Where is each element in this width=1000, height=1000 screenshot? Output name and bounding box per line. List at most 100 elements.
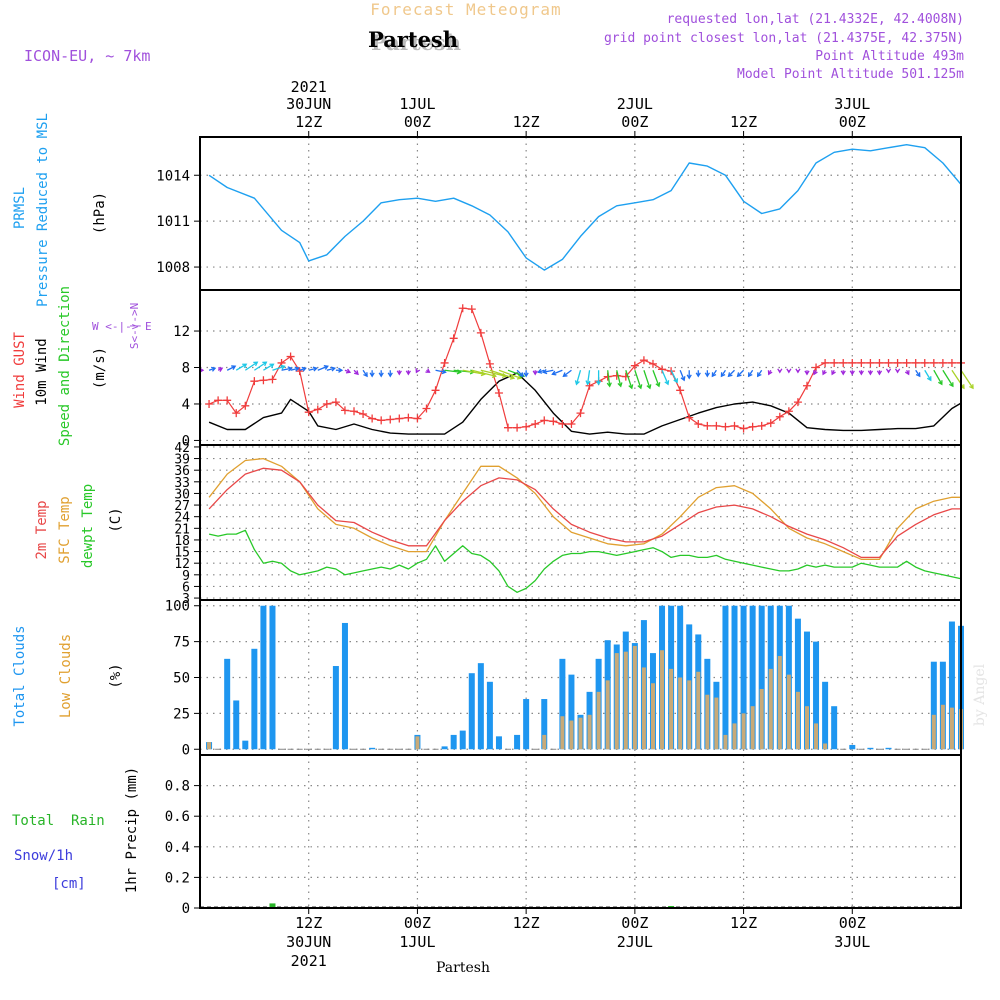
wind-10m-line [208, 372, 962, 435]
wind-gust-marker [848, 358, 857, 367]
low-cloud-bar [678, 677, 683, 750]
wind-arrow [625, 370, 633, 389]
y-tick-label: 39 [174, 453, 190, 468]
total-cloud-bar [948, 621, 955, 750]
bottom-hour-label: 00Z [404, 914, 431, 932]
total-cloud-bar [251, 648, 258, 750]
low-cloud-bar [578, 717, 583, 750]
wind-gust-marker [766, 419, 775, 428]
wind-gust-marker [712, 421, 721, 430]
temp-unit-label: (C) [108, 507, 124, 532]
wind-gust-marker [350, 407, 359, 416]
y-tick-label: 9 [182, 569, 190, 584]
y-tick-label: 18 [174, 534, 190, 549]
wind-gust-marker [377, 416, 386, 425]
wind-arrow-head [218, 367, 224, 372]
total-cloud-bar [722, 605, 729, 750]
low-cloud-bar [650, 683, 655, 750]
location-title-shadow: Partesh [371, 30, 461, 55]
low-cloud-bar [949, 707, 954, 750]
wind-arrow [281, 367, 292, 371]
wind-gust-marker [821, 358, 830, 367]
wind-arrow-head [253, 361, 259, 367]
wind-arrow-head [804, 370, 810, 376]
wind-arrow [960, 369, 974, 389]
wind-arrow-head [551, 370, 557, 376]
low-cloud-bar [596, 691, 601, 750]
top-hour-label: 00Z [839, 113, 866, 131]
temp-sfc-label: SFC Temp [57, 496, 73, 563]
total-cloud-bar [559, 658, 566, 750]
low-cloud-bar [940, 704, 945, 750]
total-cloud-bar [260, 605, 267, 750]
wind-arrow [435, 369, 446, 373]
y-tick-label: 25 [173, 706, 190, 722]
wind-arrow-head [617, 382, 623, 388]
y-tick-label: 15 [174, 546, 190, 561]
low-cloud-bar [768, 668, 773, 750]
wind-arrow-head [562, 372, 568, 377]
pressure-unit-label: (hPa) [92, 192, 108, 234]
wind-gust-marker [449, 334, 458, 343]
wind-gust-marker [422, 404, 431, 413]
wind-gust-marker [286, 352, 295, 361]
wind-arrow [471, 369, 496, 377]
wind-arrow-head [840, 370, 846, 376]
wind-gust-marker [902, 358, 911, 367]
low-cloud-bar [632, 645, 637, 750]
wind-gust-marker [784, 407, 793, 416]
bottom-year-label: 2021 [291, 952, 327, 970]
y-tick-label: 24 [174, 511, 190, 526]
wind-arrow-head [378, 372, 384, 378]
wind-arrow-head [646, 384, 652, 390]
wind-gust-marker [893, 358, 902, 367]
wind-gust-marker [947, 358, 956, 367]
temp-2m-label: 2m Temp [34, 500, 50, 559]
wind-arrow-head [858, 370, 864, 376]
wind-arrow [226, 365, 236, 371]
wind-gust-marker [866, 358, 875, 367]
wind-arrow-head [441, 369, 447, 375]
wind-arrow-head [574, 380, 580, 386]
wind-arrow-head [301, 366, 307, 372]
wind-arrow [489, 369, 515, 379]
wind-arrow-head [363, 372, 368, 378]
low-cloud-bar [750, 706, 755, 750]
y-tick-label: 1011 [156, 214, 190, 230]
y-tick-label: 0 [182, 742, 190, 758]
wind-arrow-head [312, 366, 318, 372]
wind-arrow [253, 361, 267, 371]
total-cloud-bar [369, 747, 376, 750]
top-date-label: 2JUL [617, 95, 653, 113]
point-altitude: Point Altitude 493m [815, 49, 964, 64]
wind-arrow-head [711, 372, 717, 378]
y-tick-label: 27 [174, 499, 190, 514]
low-cloud-bar [587, 714, 592, 750]
wind-gust-marker [340, 406, 349, 415]
wind-arrow-head [330, 366, 337, 372]
wind-arrow-head [606, 382, 612, 388]
wind-arrow-head [915, 372, 921, 378]
wind-arrow [728, 369, 735, 377]
total-cloud-bar [224, 658, 231, 750]
wind-gust-marker [884, 358, 893, 367]
y-tick-label: 0 [182, 901, 190, 917]
low-cloud-bar [732, 723, 737, 750]
wind-gust-marker [549, 417, 558, 426]
wind-gust-marker [295, 367, 304, 376]
wind-arrow [563, 369, 572, 377]
low-cloud-bar [786, 674, 791, 750]
top-hour-label: 12Z [513, 113, 540, 131]
wind-arrow-head [786, 368, 792, 374]
total-cloud-bar [450, 734, 457, 750]
wind-arrow-head [756, 372, 762, 378]
low-cloud-bar [623, 651, 628, 750]
wind-gust-marker [331, 398, 340, 407]
wind-arrow [516, 369, 524, 377]
snow-unit-label: [cm] [52, 876, 86, 892]
wind-arrow [480, 369, 506, 377]
wind-gust-marker [522, 422, 531, 431]
total-cloud-bar [794, 618, 801, 750]
bottom-hour-label: 00Z [839, 914, 866, 932]
